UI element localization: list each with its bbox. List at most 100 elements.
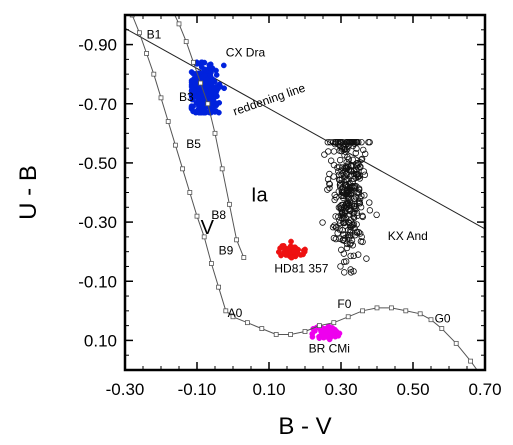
data-point [344,199,352,206]
data-point [309,334,316,340]
sequence-marker [170,7,174,11]
x-tick-label: 0.10 [252,380,285,399]
sequence-marker [216,284,222,290]
sequence-marker [180,166,186,172]
data-point [343,203,351,210]
sequence-marker [144,51,150,56]
sequence-ia [170,7,247,260]
annotation-label: B8 [211,208,226,222]
sequence-marker [219,166,225,172]
data-point [337,263,344,270]
data-point [351,184,358,192]
sequence-marker [172,142,178,148]
data-point [351,139,358,146]
data-point [336,226,343,233]
data-point [190,87,197,94]
data-point [355,251,362,258]
data-point [330,139,337,146]
data-point [338,192,346,200]
cluster-cx-dra [188,59,228,116]
sequence-marker [244,320,250,326]
data-point [208,69,214,76]
data-point [353,209,361,217]
data-point [360,168,368,175]
data-point [347,190,354,198]
y-tick-label: -0.90 [78,36,117,55]
data-point [366,199,373,206]
data-point [330,234,338,242]
sequence-marker [360,308,366,314]
data-point [335,168,342,175]
sequence-marker [241,255,247,260]
y-tick-label: -0.10 [78,272,117,291]
data-point [194,94,200,101]
data-point [352,149,360,157]
data-point [341,145,349,153]
data-point [337,205,344,212]
sequence-marker [223,308,229,314]
data-point [350,268,357,275]
data-point [342,181,349,188]
sequence-marker [439,326,445,331]
data-point [326,184,333,192]
data-point [188,105,195,112]
data-point [342,214,349,222]
data-point [325,148,332,155]
data-point [355,139,362,146]
sequence-marker [403,308,409,314]
data-point [347,223,355,230]
cluster-kx-and [319,139,380,276]
sequence-marker [345,314,351,320]
data-point [357,230,364,237]
cluster-hd81-357 [275,238,308,261]
data-point [275,249,282,255]
data-point [348,189,355,196]
data-point [324,186,331,193]
data-point [319,219,326,226]
data-point [338,147,345,155]
data-point [213,90,219,97]
sequence-marker [151,71,157,77]
data-point [326,180,333,187]
annotation-label: CX Dra [226,45,266,59]
x-tick-label: 0.30 [324,380,357,399]
data-point [203,83,209,90]
sequence-marker [190,59,196,65]
sequence-marker [205,101,211,107]
data-point [349,156,357,164]
sequence-marker [234,237,240,243]
data-point [358,233,365,241]
data-point [339,227,346,234]
data-point [332,213,339,220]
sequence-marker [194,213,200,219]
y-tick-label: -0.70 [78,95,117,114]
annotation-label: V [201,217,215,239]
data-point [196,109,203,116]
data-point [321,151,328,158]
data-point [220,62,227,69]
data-point [341,215,348,223]
x-tick-label: -0.10 [178,380,217,399]
data-point [340,231,347,238]
sequence-marker [158,95,164,101]
data-point [343,244,351,252]
sequence-marker [468,358,474,364]
y-tick-label: 0.10 [84,331,117,350]
data-point [349,142,357,150]
data-point [356,175,363,182]
data-point [332,194,340,201]
data-point [347,162,354,170]
data-point [199,101,206,108]
data-point [348,237,356,244]
data-point [361,171,369,179]
data-point [345,206,352,213]
sequence-marker [212,130,218,136]
annotation-label: F0 [337,297,351,311]
data-point [350,252,357,260]
annotation-label: B5 [186,137,201,151]
annotation-label: B9 [219,244,234,258]
data-point [329,332,335,338]
data-point [366,139,373,146]
data-point [214,100,220,107]
data-point [348,202,356,209]
